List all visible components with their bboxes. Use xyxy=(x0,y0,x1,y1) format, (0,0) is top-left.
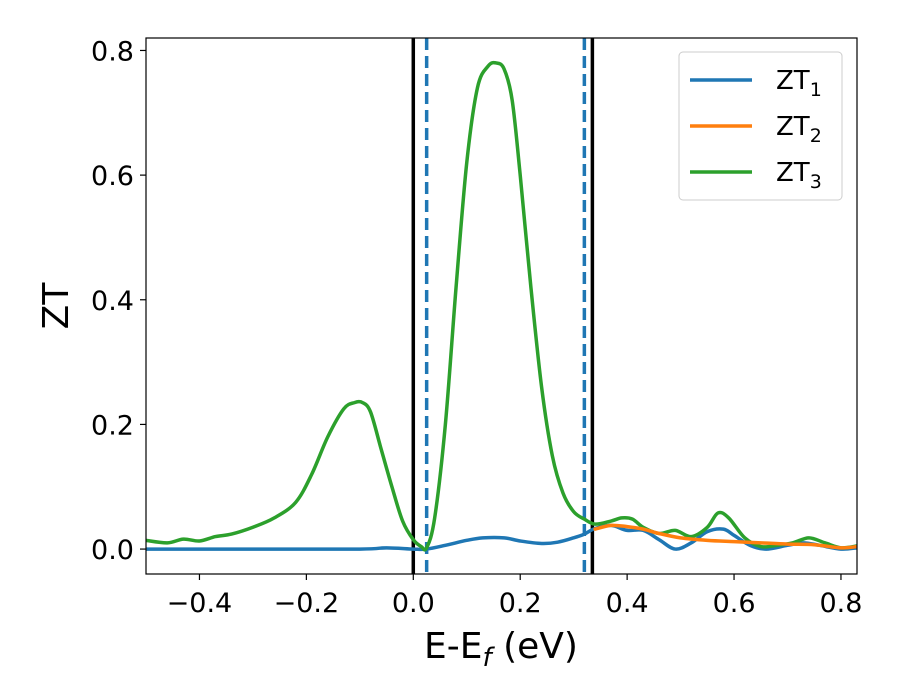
series-line-3 xyxy=(146,60,857,552)
x-tick-label: 0.2 xyxy=(499,588,542,619)
plot-frame xyxy=(145,37,858,575)
y-axis: 0.0 0.2 0.4 0.6 0.8 xyxy=(91,36,146,566)
legend-label-main: ZT xyxy=(776,66,810,96)
y-axis-label: ZT xyxy=(36,282,77,330)
legend-label-subscript: 3 xyxy=(810,171,822,193)
x-axis-label-main: E-E xyxy=(424,626,482,667)
x-axis: −0.4 −0.2 0.0 0.2 0.4 0.6 0.8 xyxy=(167,574,862,619)
y-tick-label: 0.6 xyxy=(91,161,134,192)
legend-label-subscript: 2 xyxy=(810,125,822,147)
y-tick-label: 0.4 xyxy=(91,286,134,317)
series-line-2 xyxy=(593,523,857,550)
x-tick-label: 0.6 xyxy=(713,588,756,619)
legend-frame xyxy=(678,51,843,201)
y-tick-label: 0.0 xyxy=(91,535,134,566)
legend-label-1: ZT1 xyxy=(776,66,822,101)
legend-label-subscript: 1 xyxy=(810,79,822,101)
x-axis-label-unit: (eV) xyxy=(492,626,578,667)
x-tick-label: −0.2 xyxy=(274,588,340,619)
legend-label-main: ZT xyxy=(776,112,810,142)
series-layer xyxy=(146,60,857,552)
y-tick-label: 0.2 xyxy=(91,410,134,441)
legend-label-main: ZT xyxy=(776,158,810,188)
x-tick-label: −0.4 xyxy=(167,588,233,619)
x-axis-label: E-Ef (eV) xyxy=(424,626,578,673)
reference-lines xyxy=(411,38,595,574)
x-tick-label: 0.8 xyxy=(819,588,862,619)
x-tick-label: 0.0 xyxy=(392,588,435,619)
x-tick-label: 0.4 xyxy=(606,588,649,619)
legend-label-2: ZT2 xyxy=(776,112,822,147)
legend-label-3: ZT3 xyxy=(776,158,822,193)
y-tick-label: 0.8 xyxy=(91,36,134,67)
